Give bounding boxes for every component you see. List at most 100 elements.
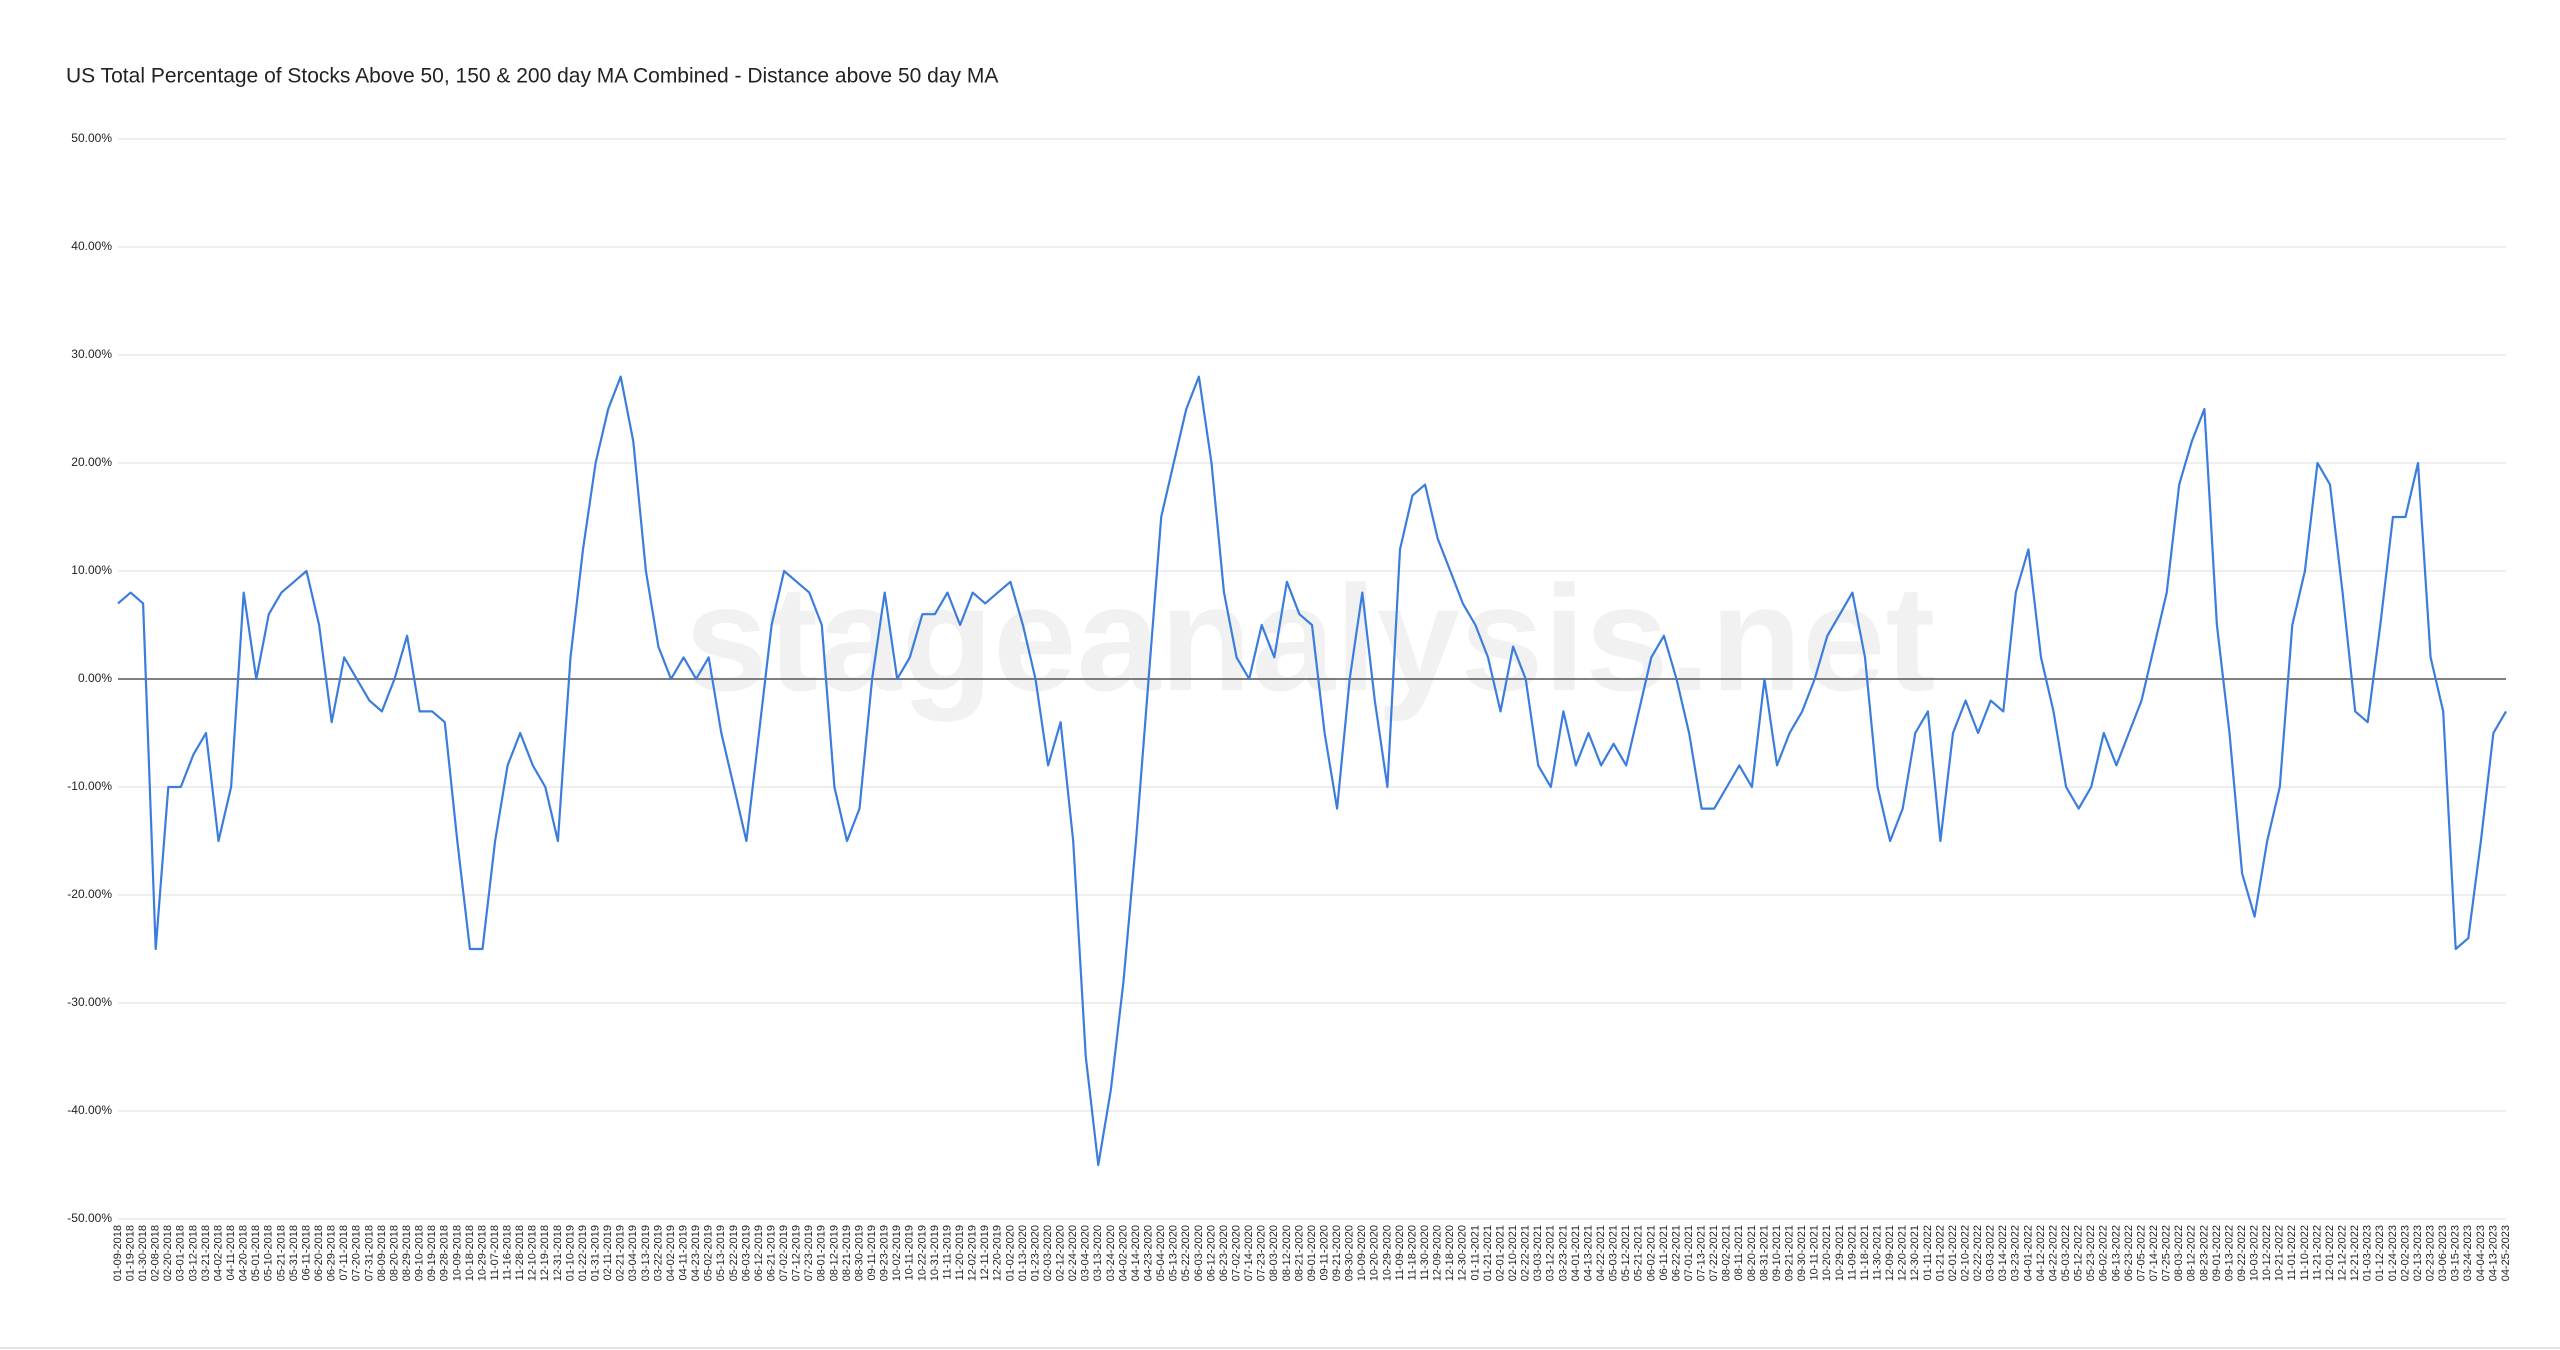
chart-title: US Total Percentage of Stocks Above 50, … <box>66 65 998 88</box>
x-tick-label: 03-23-2021 <box>1557 1225 1569 1281</box>
x-tick-label: 01-11-2022 <box>1922 1225 1934 1280</box>
x-tick-label: 11-30-2020 <box>1419 1225 1431 1280</box>
x-tick-label: 04-11-2018 <box>225 1225 237 1280</box>
x-tick-label: 02-10-2022 <box>1959 1225 1971 1281</box>
x-tick-label: 03-22-2019 <box>652 1225 664 1281</box>
x-tick-label: 12-30-2020 <box>1457 1225 1469 1281</box>
x-tick-label: 07-14-2020 <box>1243 1225 1255 1281</box>
x-tick-label: 10-09-2020 <box>1356 1225 1368 1281</box>
x-tick-label: 09-10-2018 <box>414 1225 426 1281</box>
x-tick-label: 01-09-2018 <box>112 1225 124 1281</box>
x-tick-label: 10-29-2020 <box>1381 1225 1393 1281</box>
y-tick-label: -40.00% <box>67 1103 112 1117</box>
x-tick-label: 09-21-2020 <box>1331 1225 1343 1281</box>
x-tick-label: 06-23-2022 <box>2123 1225 2135 1281</box>
x-tick-label: 11-09-2020 <box>1394 1225 1406 1280</box>
x-tick-label: 12-10-2018 <box>527 1225 539 1281</box>
x-tick-label: 09-11-2020 <box>1318 1225 1330 1280</box>
x-tick-label: 03-14-2022 <box>1997 1225 2009 1281</box>
x-tick-label: 12-19-2018 <box>539 1225 551 1281</box>
x-tick-label: 10-12-2022 <box>2261 1225 2273 1281</box>
x-tick-label: 06-12-2019 <box>753 1225 765 1281</box>
watermark: stageanalysis.net <box>685 554 1936 722</box>
x-tick-label: 01-22-2019 <box>577 1225 589 1281</box>
x-tick-label: 04-20-2018 <box>238 1225 250 1281</box>
x-tick-label: 03-24-2023 <box>2462 1225 2474 1281</box>
x-tick-label: 04-02-2018 <box>212 1225 224 1281</box>
x-tick-label: 12-31-2018 <box>552 1225 564 1281</box>
x-tick-label: 11-10-2022 <box>2299 1225 2311 1280</box>
x-tick-label: 12-01-2022 <box>2324 1225 2336 1281</box>
x-tick-label: 04-01-2022 <box>2022 1225 2034 1281</box>
x-tick-label: 05-03-2021 <box>1608 1225 1620 1281</box>
y-tick-label: 20.00% <box>71 455 112 469</box>
x-tick-label: 05-10-2018 <box>263 1225 275 1281</box>
x-tick-label: 10-11-2021 <box>1809 1225 1821 1280</box>
x-tick-label: 01-12-2023 <box>2374 1225 2386 1281</box>
x-tick-label: 01-10-2019 <box>564 1225 576 1281</box>
x-tick-label: 02-11-2019 <box>602 1225 614 1280</box>
x-tick-label: 07-13-2021 <box>1696 1225 1708 1281</box>
x-tick-label: 12-30-2021 <box>1909 1225 1921 1281</box>
x-tick-label: 04-11-2019 <box>677 1225 689 1280</box>
x-tick-label: 06-02-2022 <box>2098 1225 2110 1281</box>
x-tick-label: 06-03-2019 <box>740 1225 752 1281</box>
x-tick-label: 06-23-2020 <box>1218 1225 1230 1281</box>
x-tick-label: 04-02-2019 <box>665 1225 677 1281</box>
x-tick-label: 08-03-2022 <box>2173 1225 2185 1281</box>
x-tick-label: 08-29-2018 <box>401 1225 413 1281</box>
x-tick-label: 05-01-2018 <box>250 1225 262 1281</box>
x-tick-label: 07-12-2019 <box>791 1225 803 1281</box>
x-tick-label: 12-09-2021 <box>1884 1225 1896 1281</box>
x-tick-label: 08-21-2019 <box>841 1225 853 1281</box>
x-tick-label: 03-13-2019 <box>640 1225 652 1281</box>
x-tick-label: 01-19-2018 <box>124 1225 136 1281</box>
y-tick-label: -20.00% <box>67 887 112 901</box>
x-tick-label: 11-30-2021 <box>1871 1225 1883 1280</box>
x-tick-label: 08-20-2018 <box>388 1225 400 1281</box>
x-tick-label: 02-01-2022 <box>1947 1225 1959 1281</box>
x-tick-label: 09-19-2018 <box>426 1225 438 1281</box>
x-tick-label: 03-13-2020 <box>1092 1225 1104 1281</box>
x-tick-label: 05-13-2019 <box>715 1225 727 1281</box>
x-tick-label: 07-31-2018 <box>363 1225 375 1281</box>
x-tick-label: 06-21-2019 <box>765 1225 777 1281</box>
x-tick-label: 02-12-2020 <box>1055 1225 1067 1281</box>
x-tick-label: 12-20-2021 <box>1897 1225 1909 1281</box>
x-tick-label: 10-31-2019 <box>929 1225 941 1281</box>
x-tick-label: 10-09-2018 <box>451 1225 463 1281</box>
x-tick-label: 04-13-2023 <box>2487 1225 2499 1281</box>
x-tick-label: 05-12-2022 <box>2073 1225 2085 1281</box>
x-tick-label: 09-21-2021 <box>1784 1225 1796 1281</box>
x-tick-label: 01-11-2021 <box>1469 1225 1481 1280</box>
y-tick-label: 10.00% <box>71 563 112 577</box>
x-tick-label: 04-02-2020 <box>1117 1225 1129 1281</box>
x-tick-label: 10-29-2021 <box>1834 1225 1846 1281</box>
x-tick-label: 05-21-2018 <box>275 1225 287 1281</box>
x-tick-label: 03-04-2019 <box>627 1225 639 1281</box>
x-tick-label: 11-16-2018 <box>502 1225 514 1280</box>
x-tick-label: 01-13-2020 <box>1017 1225 1029 1281</box>
x-tick-label: 03-24-2020 <box>1105 1225 1117 1281</box>
x-tick-label: 08-31-2021 <box>1758 1225 1770 1281</box>
x-tick-label: 05-22-2020 <box>1180 1225 1192 1281</box>
y-tick-label: 40.00% <box>71 239 112 253</box>
x-tick-label: 09-30-2020 <box>1344 1225 1356 1281</box>
y-tick-label: -10.00% <box>67 779 112 793</box>
x-tick-label: 11-07-2018 <box>489 1225 501 1280</box>
y-tick-label: 0.00% <box>78 671 112 685</box>
x-tick-label: 07-22-2021 <box>1708 1225 1720 1281</box>
x-tick-label: 02-01-2021 <box>1494 1225 1506 1281</box>
x-tick-label: 10-22-2019 <box>916 1225 928 1281</box>
x-tick-label: 12-12-2022 <box>2337 1225 2349 1281</box>
x-tick-label: 05-02-2019 <box>703 1225 715 1281</box>
x-tick-label: 05-04-2020 <box>1155 1225 1167 1281</box>
x-tick-label: 08-30-2019 <box>853 1225 865 1281</box>
x-tick-label: 03-06-2023 <box>2437 1225 2449 1281</box>
x-tick-label: 07-23-2019 <box>803 1225 815 1281</box>
x-tick-label: 12-18-2020 <box>1444 1225 1456 1281</box>
x-tick-label: 08-20-2021 <box>1746 1225 1758 1281</box>
x-tick-label: 12-02-2019 <box>967 1225 979 1281</box>
x-tick-label: 04-04-2023 <box>2475 1225 2487 1281</box>
